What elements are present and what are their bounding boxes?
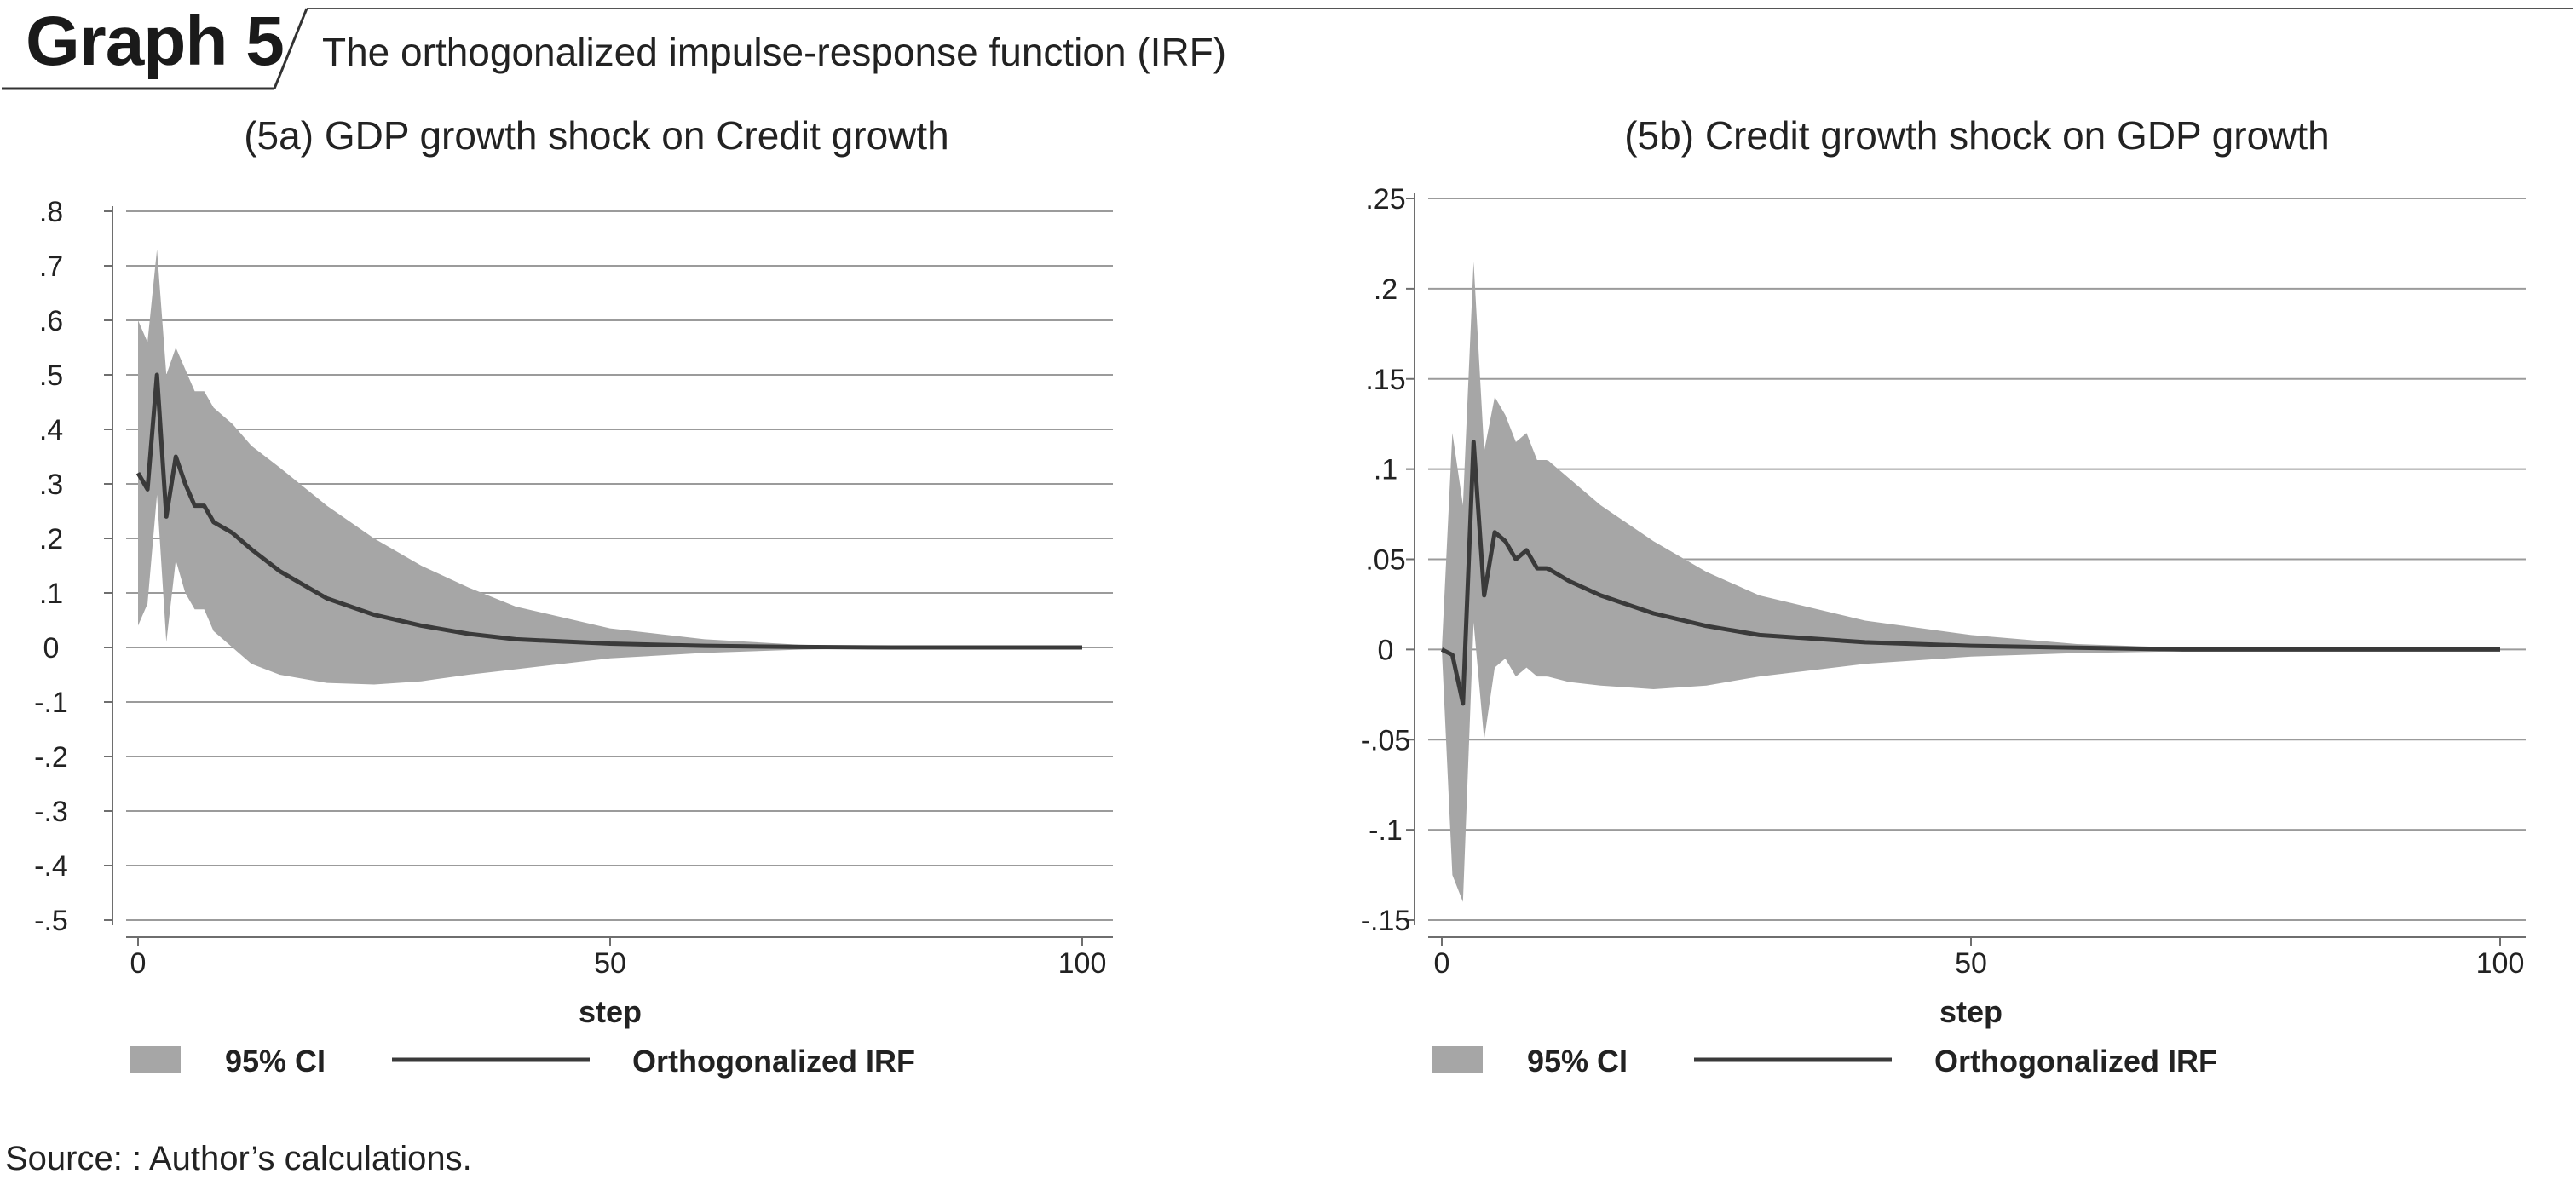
chart-5b-legend-band-swatch xyxy=(1432,1046,1483,1073)
chart-5b: (5b) Credit growth shock on GDP growth -.… xyxy=(1329,111,2576,1099)
source-note: Source: : Author’s calculations. xyxy=(5,1140,472,1177)
chart-5a-y-tick-label: .8 xyxy=(39,196,63,228)
chart-5a: (5a) GDP growth shock on Credit growth -.… xyxy=(0,111,1193,1099)
chart-5a-ci-band xyxy=(138,249,1082,685)
chart-5b-x-axis-label: step xyxy=(1939,994,2003,1029)
chart-5b-y-tick-label: .25 xyxy=(1365,183,1405,216)
chart-5a-y-tick-label: .1 xyxy=(39,578,63,610)
chart-5b-legend-band-label: 95% CI xyxy=(1527,1044,1628,1079)
chart-5a-y-tick-label: 0 xyxy=(43,632,60,664)
chart-5a-y-tick-label: -.1 xyxy=(34,687,68,719)
chart-5b-x-tick-label: 100 xyxy=(2476,947,2525,980)
header-rule xyxy=(2,8,2573,90)
chart-5a-y-tick-label: .4 xyxy=(39,414,63,446)
chart-5a-y-tick-label: .6 xyxy=(39,305,63,337)
chart-5b-irf-line xyxy=(1440,440,2500,706)
graph-subtitle: The orthogonalized impulse-response func… xyxy=(322,30,1227,74)
chart-5a-y-tick-label: -.3 xyxy=(34,796,68,828)
chart-5b-y-tick-label: .15 xyxy=(1365,364,1405,396)
chart-5a-x-tick-label: 100 xyxy=(1058,947,1107,980)
chart-5a-svg: (5a) GDP growth shock on Credit growth -.… xyxy=(34,113,1113,1079)
chart-5a-y-tick-label: .5 xyxy=(39,360,63,392)
chart-5a-y-tick-label: -.5 xyxy=(34,905,68,937)
chart-5a-legend-band-label: 95% CI xyxy=(225,1044,326,1079)
chart-5a-y-tick-label: -.4 xyxy=(34,850,68,883)
chart-5b-x-tick-label: 50 xyxy=(1955,947,1987,980)
chart-5b-y-tick-label: -.05 xyxy=(1361,724,1411,756)
chart-5a-y-tick-label: .3 xyxy=(39,469,63,501)
chart-5b-y-tick-label: 0 xyxy=(1378,634,1394,666)
chart-5b-y-tick-label: -.1 xyxy=(1369,814,1403,847)
chart-5a-y-tick-label: -.2 xyxy=(34,741,68,774)
chart-5b-y-tick-label: -.15 xyxy=(1361,905,1411,937)
chart-5b-ci-band xyxy=(1442,262,2500,902)
chart-5b-y-tick-label: .05 xyxy=(1365,544,1405,577)
chart-5b-y-tick-label: .2 xyxy=(1374,273,1397,306)
chart-5b-svg: (5b) Credit growth shock on GDP growth -.… xyxy=(1361,113,2526,1079)
chart-5a-irf-line xyxy=(135,372,1082,650)
chart-5a-x-tick-label: 0 xyxy=(130,947,147,980)
chart-5b-y-tick-label: .1 xyxy=(1374,454,1397,486)
chart-5a-y-tick-label: .2 xyxy=(39,523,63,555)
chart-5a-legend-line-label: Orthogonalized IRF xyxy=(632,1044,915,1079)
chart-5a-x-axis-label: step xyxy=(579,994,642,1029)
chart-5a-title: (5a) GDP growth shock on Credit growth xyxy=(244,113,949,158)
chart-5a-y-tick-label: .7 xyxy=(39,250,63,283)
chart-5b-x-tick-label: 0 xyxy=(1434,947,1450,980)
chart-5b-title: (5b) Credit growth shock on GDP growth xyxy=(1624,113,2330,158)
graph-number-label: Graph 5 xyxy=(26,3,285,80)
chart-5a-x-tick-label: 50 xyxy=(594,947,626,980)
chart-5b-legend-line-label: Orthogonalized IRF xyxy=(1934,1044,2217,1079)
chart-5a-legend-band-swatch xyxy=(130,1046,181,1073)
graph-header: Graph 5 The orthogonalized impulse-respo… xyxy=(0,0,2576,94)
